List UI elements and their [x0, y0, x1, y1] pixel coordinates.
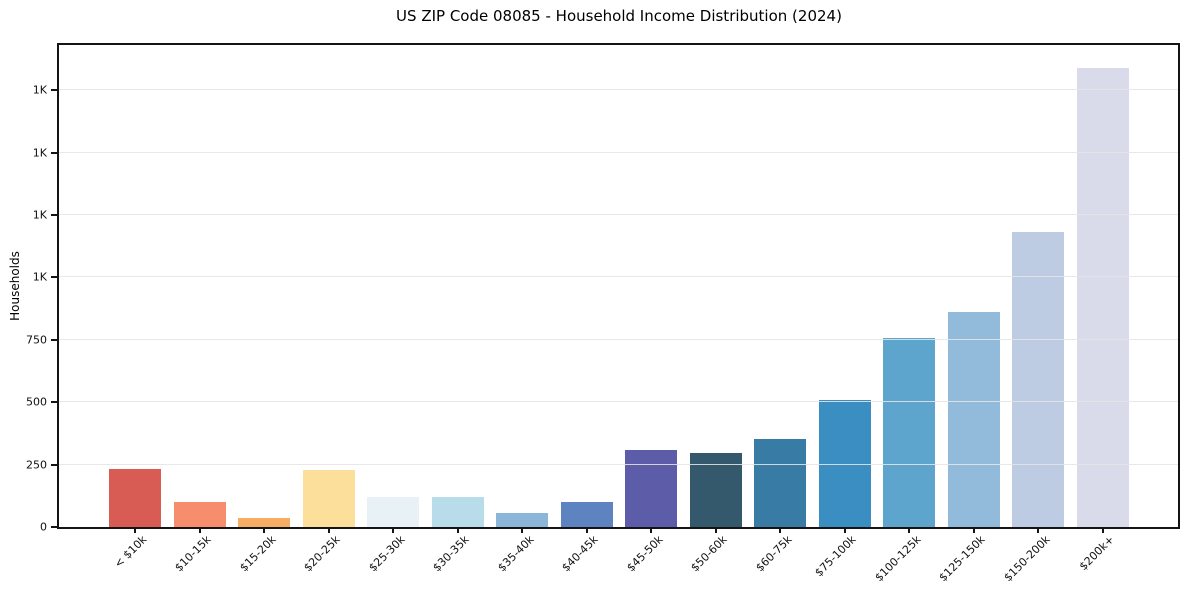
x-tick-label: < $10k — [111, 533, 150, 571]
x-tick-label: $125-150k — [936, 533, 988, 585]
bar-30-35k — [431, 497, 484, 527]
gridline-1500 — [59, 151, 1178, 153]
x-tick-mark — [972, 527, 975, 533]
y-tick-mark — [51, 151, 57, 154]
y-tick-mark — [51, 338, 57, 341]
x-tick-mark — [650, 527, 653, 533]
y-tick-label: 500 — [26, 395, 47, 409]
x-tick-mark — [327, 527, 330, 533]
x-tick-mark — [392, 527, 395, 533]
y-tick-label: 1K — [32, 270, 47, 284]
x-tick-mark — [843, 527, 846, 533]
plot-inner-area — [59, 45, 1178, 527]
x-tick-label: $45-50k — [624, 533, 666, 575]
y-tick-label: 750 — [26, 333, 47, 347]
y-tick-label: 1K — [32, 208, 47, 222]
y-tick-mark — [51, 526, 57, 528]
x-tick-mark — [714, 527, 717, 533]
x-tick-label: $35-40k — [495, 533, 537, 575]
x-tick-label: $200k+ — [1076, 533, 1117, 574]
x-tick-label: $30-35k — [430, 533, 472, 575]
bar-75-100k — [818, 399, 871, 527]
x-tick-mark — [908, 527, 911, 533]
x-tick-label: $75-100k — [812, 533, 859, 580]
gridline-750 — [59, 338, 1178, 340]
bar-40-45k — [560, 501, 613, 527]
x-tick-mark — [263, 527, 266, 533]
x-tick-label: $100-125k — [872, 533, 924, 585]
x-tick-label: $10-15k — [172, 533, 214, 575]
chart-title: US ZIP Code 08085 - Household Income Dis… — [396, 7, 842, 25]
gridline-1250 — [59, 214, 1178, 215]
y-tick-mark — [51, 89, 57, 92]
bar-45-50k — [625, 450, 678, 527]
x-tick-mark — [1037, 527, 1040, 533]
plot-area — [57, 43, 1180, 529]
bar-35-40k — [496, 513, 549, 527]
y-axis-label: Households — [8, 251, 22, 321]
y-tick-mark — [51, 213, 57, 216]
x-tick-mark — [198, 527, 201, 533]
bar-60-75k — [754, 439, 807, 527]
y-tick-label: 1K — [32, 83, 47, 97]
x-tick-label: $50-60k — [688, 533, 730, 575]
x-tick-mark — [521, 527, 524, 533]
gridline-250 — [59, 463, 1178, 465]
x-tick-label: $20-25k — [301, 533, 343, 575]
y-tick-mark — [51, 276, 57, 279]
x-tick-mark — [779, 527, 782, 533]
bar-150-200k — [1012, 232, 1065, 527]
gridline-500 — [59, 401, 1178, 403]
y-tick-label: 1K — [32, 146, 47, 160]
bar-10-15k — [173, 501, 226, 527]
x-tick-label: $15-20k — [237, 533, 279, 575]
x-tick-label: $60-75k — [753, 533, 795, 575]
bar-10k — [109, 469, 162, 527]
bar-100-125k — [883, 338, 936, 527]
x-tick-mark — [585, 527, 588, 533]
bar-125-150k — [947, 311, 1000, 527]
bar-50-60k — [689, 452, 742, 527]
y-tick-label: 0 — [40, 520, 47, 534]
x-tick-mark — [456, 527, 459, 533]
x-tick-label: $25-30k — [366, 533, 408, 575]
y-tick-mark — [51, 463, 57, 466]
gridline-1000 — [59, 276, 1178, 278]
y-tick-mark — [51, 401, 57, 404]
x-tick-mark — [1101, 527, 1104, 533]
x-tick-label: $40-45k — [559, 533, 601, 575]
bar-25-30k — [367, 496, 420, 527]
bar-200k — [1076, 68, 1129, 527]
x-tick-mark — [134, 527, 137, 533]
gridline-1750 — [59, 89, 1178, 91]
y-tick-label: 250 — [26, 458, 47, 472]
bar-20-25k — [302, 470, 355, 527]
x-tick-label: $150-200k — [1001, 533, 1053, 585]
bar-15-20k — [238, 518, 291, 527]
